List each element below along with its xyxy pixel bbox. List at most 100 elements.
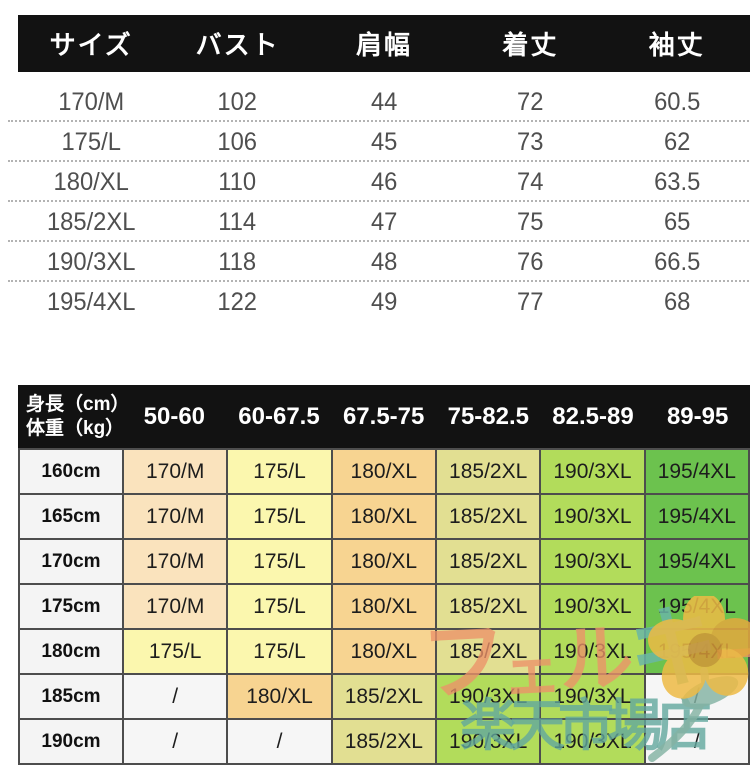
- spec-cell: 170/M: [58, 87, 125, 116]
- fit-cell: 185/2XL: [437, 585, 540, 628]
- fit-cell: 195/4XL: [645, 630, 748, 673]
- fit-cell: 175/L: [228, 585, 331, 628]
- spec-column-header: 着丈: [502, 30, 559, 60]
- spec-cell: 66.5: [653, 247, 700, 276]
- fit-cell: /: [645, 675, 748, 718]
- fit-cell: /: [124, 720, 227, 763]
- fit-cell: 170/M: [124, 495, 227, 538]
- spec-cell: 180/XL: [53, 167, 129, 196]
- weight-range-header: 89-95: [666, 402, 729, 430]
- fit-cell: 180/XL: [332, 540, 435, 583]
- fit-cell: 190/3XL: [541, 495, 644, 538]
- spec-cell: 48: [370, 247, 398, 276]
- fit-cell: 190/3XL: [541, 675, 644, 718]
- spec-cell: 45: [370, 127, 398, 156]
- weight-range-header: 50-60: [143, 402, 206, 430]
- height-row-header: 175cm: [20, 585, 122, 628]
- fit-cell: 170/M: [124, 450, 227, 493]
- height-row-header: 170cm: [20, 540, 122, 583]
- spec-cell: 44: [370, 87, 398, 116]
- fit-cell: 185/2XL: [437, 540, 540, 583]
- spec-cell: 75: [517, 207, 544, 236]
- spec-table-row: 185/2XL 114 47 75 65: [8, 202, 750, 242]
- fit-cell: 175/L: [228, 540, 331, 583]
- spec-column-header: バスト: [195, 30, 280, 60]
- spec-cell: 76: [517, 247, 544, 276]
- spec-column-header: 肩幅: [355, 30, 412, 60]
- fit-chart-corner-label: 身長（cm） 体重（kg）: [18, 393, 130, 441]
- spec-cell: 114: [218, 207, 257, 236]
- size-spec-header-row: サイズ バスト 肩幅 着丈 袖丈: [18, 15, 750, 72]
- height-unit-label: 身長（cm）: [26, 393, 130, 415]
- fit-cell: /: [124, 675, 227, 718]
- spec-cell: 65: [663, 207, 690, 236]
- fit-cell: 180/XL: [332, 495, 435, 538]
- spec-cell: 77: [517, 287, 544, 316]
- spec-cell: 47: [370, 207, 398, 236]
- fit-chart-body: 160cm 170/M 175/L 180/XL 185/2XL 190/3XL 195/4…: [18, 448, 750, 765]
- spec-table-row: 190/3XL 118 48 76 66.5: [8, 242, 750, 282]
- spec-table-row: 175/L 106 45 73 62: [8, 122, 750, 162]
- fit-cell: 190/3XL: [541, 450, 644, 493]
- fit-cell: 175/L: [228, 450, 331, 493]
- row-divider: [8, 280, 750, 282]
- fit-cell: /: [645, 720, 748, 763]
- spec-cell: 49: [370, 287, 398, 316]
- spec-cell: 73: [517, 127, 544, 156]
- spec-column-header: 袖丈: [648, 30, 705, 60]
- row-divider: [8, 120, 750, 122]
- spec-cell: 110: [218, 167, 257, 196]
- fit-cell: 190/3XL: [437, 675, 540, 718]
- fit-cell: 195/4XL: [645, 450, 748, 493]
- fit-cell: 170/M: [124, 540, 227, 583]
- fit-cell: 195/4XL: [645, 540, 748, 583]
- spec-table-row: 195/4XL 122 49 77 68: [18, 282, 750, 322]
- weight-range-header: 67.5-75: [342, 402, 425, 430]
- row-divider: [8, 200, 750, 202]
- fit-cell: 175/L: [124, 630, 227, 673]
- fit-cell: 190/3XL: [541, 540, 644, 583]
- spec-cell: 118: [218, 247, 257, 276]
- height-row-header: 190cm: [20, 720, 122, 763]
- fit-chart-header-row: 身長（cm） 体重（kg） 50-60 60-67.5 67.5-75 75-82.5…: [18, 385, 750, 448]
- fit-cell: 175/L: [228, 495, 331, 538]
- spec-cell: 46: [370, 167, 398, 196]
- fit-cell: 175/L: [228, 630, 331, 673]
- fit-cell: 185/2XL: [437, 495, 540, 538]
- height-row-header: 160cm: [20, 450, 122, 493]
- fit-cell: 190/3XL: [541, 630, 644, 673]
- spec-cell: 190/3XL: [46, 247, 136, 276]
- size-spec-body: 170/M 102 44 72 60.5 175/L 106 45 73 62 180/XL 110 4…: [8, 72, 750, 322]
- spec-cell: 62: [663, 127, 690, 156]
- fit-cell: 190/3XL: [437, 720, 540, 763]
- fit-cell: 190/3XL: [541, 720, 644, 763]
- spec-cell: 60.5: [653, 87, 700, 116]
- height-row-header: 165cm: [20, 495, 122, 538]
- spec-cell: 185/2XL: [46, 207, 136, 236]
- fit-cell: 185/2XL: [332, 675, 435, 718]
- fit-cell: 195/4XL: [645, 585, 748, 628]
- fit-cell: 180/XL: [228, 675, 331, 718]
- spec-cell: 195/4XL: [46, 287, 136, 316]
- spec-cell: 63.5: [653, 167, 700, 196]
- spec-cell: 68: [663, 287, 690, 316]
- spec-cell: 74: [517, 167, 544, 196]
- fit-cell: 190/3XL: [541, 585, 644, 628]
- fit-cell: 180/XL: [332, 585, 435, 628]
- spec-cell: 175/L: [61, 127, 121, 156]
- fit-cell: 185/2XL: [437, 450, 540, 493]
- weight-range-header: 82.5-89: [552, 402, 634, 430]
- fit-cell: /: [228, 720, 331, 763]
- row-divider: [8, 240, 750, 242]
- spec-cell: 106: [217, 127, 258, 156]
- fit-chart-table: 身長（cm） 体重（kg） 50-60 60-67.5 67.5-75 75-82.5…: [18, 385, 750, 765]
- spec-table-row: 170/M 102 44 72 60.5: [8, 82, 750, 122]
- size-spec-table: サイズ バスト 肩幅 着丈 袖丈 170/M 102 44 72 60.5 175/L 106 45 7…: [8, 15, 750, 322]
- spec-cell: 72: [517, 87, 544, 116]
- fit-cell: 185/2XL: [437, 630, 540, 673]
- weight-range-header: 75-82.5: [447, 402, 530, 430]
- fit-cell: 185/2XL: [332, 720, 435, 763]
- fit-cell: 170/M: [124, 585, 227, 628]
- weight-range-header: 60-67.5: [238, 402, 320, 430]
- row-divider: [8, 160, 750, 162]
